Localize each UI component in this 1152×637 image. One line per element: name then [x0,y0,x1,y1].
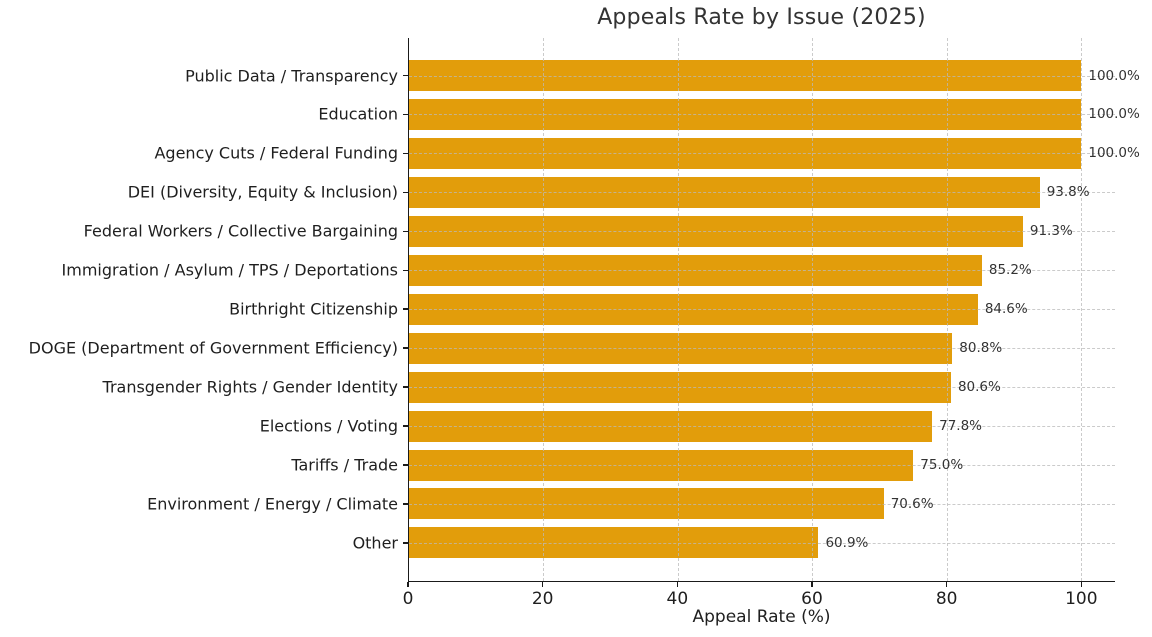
y-tick-mark [403,386,408,388]
horizontal-gridline [409,426,1115,428]
bar-value-label: 85.2% [988,262,1032,279]
x-tick-label: 20 [531,589,554,609]
bar-value-label: 91.3% [1029,223,1073,240]
horizontal-gridline [409,542,1115,544]
y-tick-mark [403,230,408,233]
horizontal-gridline [409,75,1115,77]
y-tick-mark [403,347,408,349]
bar-value-label: 100.0% [1088,67,1140,84]
horizontal-gridline [409,309,1115,311]
horizontal-gridline [409,348,1115,350]
plot-area: 100.0% 100.0% 100.0% 93.8% 91.3% 85.2% 84.6% 80… [408,38,1140,582]
y-tick-label: Education [318,104,398,124]
x-tick-label: 40 [666,589,689,609]
y-tick-mark [403,308,408,310]
bar-value-label: 70.6% [890,495,934,512]
y-tick-mark [403,425,408,427]
y-tick-label: DOGE (Department of Government Efficienc… [28,338,398,358]
y-tick-label: Elections / Voting [259,416,398,436]
x-tick-label: 60 [801,589,823,609]
horizontal-gridline [409,465,1115,466]
bar-value-label: 80.8% [959,340,1003,357]
y-tick-label: DEI (Diversity, Equity & Inclusion) [127,182,398,202]
x-tick-mark [407,582,409,587]
y-tick-label: Tariffs / Trade [291,455,398,475]
y-tick-mark [403,503,408,505]
bar-value-label: 100.0% [1088,145,1140,162]
y-tick-mark [403,191,408,194]
y-tick-mark [403,152,408,155]
horizontal-gridline [409,153,1115,155]
x-tick-label: 100 [1065,589,1098,609]
x-axis-label: Appeal Rate (%) [692,607,831,627]
chart-title: Appeals Rate by Issue (2025) [597,5,926,30]
horizontal-gridline [409,192,1115,194]
x-tick-mark [676,582,679,587]
bar-value-label: 93.8% [1046,184,1090,201]
y-tick-label: Immigration / Asylum / TPS / Deportation… [61,260,398,280]
y-tick-label: Transgender Rights / Gender Identity [102,377,398,397]
y-tick-label: Public Data / Transparency [185,66,398,85]
x-tick-label: 0 [402,589,414,609]
x-tick-mark [1080,582,1083,587]
horizontal-gridline [409,114,1115,116]
x-tick-mark [811,582,813,587]
y-tick-mark [403,542,408,544]
bar-value-label: 60.9% [825,534,869,551]
y-tick-label: Environment / Energy / Climate [147,494,398,514]
x-tick-label: 80 [935,589,958,609]
y-tick-mark [403,464,408,466]
y-tick-label: Birthright Citizenship [229,299,398,319]
y-tick-label: Federal Workers / Collective Bargaining [83,221,398,241]
y-tick-mark [403,113,408,116]
y-tick-label: Agency Cuts / Federal Funding [154,143,398,163]
x-tick-mark [945,582,948,587]
horizontal-gridline [409,231,1115,233]
horizontal-gridline [409,387,1115,389]
bar-value-label: 75.0% [920,457,964,473]
x-tick-mark [541,582,544,587]
y-tick-label: Other [352,533,398,553]
y-tick-mark [403,269,408,271]
bar-value-label: 80.6% [957,379,1001,396]
y-tick-mark [403,74,408,77]
horizontal-gridline [409,503,1115,505]
bar-value-label: 84.6% [984,301,1028,318]
bar-value-label: 77.8% [939,418,982,435]
horizontal-gridline [409,270,1115,272]
bar-value-label: 100.0% [1088,106,1140,123]
